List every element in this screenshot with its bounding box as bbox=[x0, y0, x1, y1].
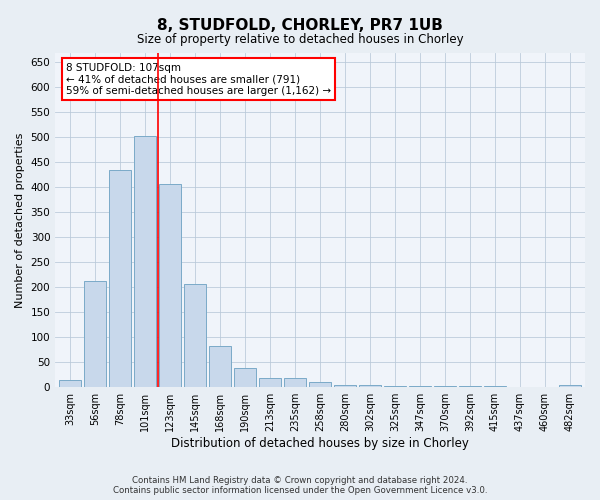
Bar bbox=[209, 346, 232, 387]
Text: 8, STUDFOLD, CHORLEY, PR7 1UB: 8, STUDFOLD, CHORLEY, PR7 1UB bbox=[157, 18, 443, 32]
Bar bbox=[284, 378, 307, 387]
Text: Size of property relative to detached houses in Chorley: Size of property relative to detached ho… bbox=[137, 32, 463, 46]
Bar bbox=[234, 368, 256, 387]
Bar bbox=[84, 282, 106, 387]
Y-axis label: Number of detached properties: Number of detached properties bbox=[15, 132, 25, 308]
Bar bbox=[359, 384, 382, 387]
Bar bbox=[109, 170, 131, 387]
Bar bbox=[384, 386, 406, 387]
Bar bbox=[559, 384, 581, 387]
X-axis label: Distribution of detached houses by size in Chorley: Distribution of detached houses by size … bbox=[171, 437, 469, 450]
Bar bbox=[59, 380, 82, 387]
Bar bbox=[434, 386, 456, 387]
Bar bbox=[459, 386, 481, 387]
Bar bbox=[409, 386, 431, 387]
Bar bbox=[134, 136, 157, 387]
Bar bbox=[334, 384, 356, 387]
Bar bbox=[184, 284, 206, 387]
Text: Contains HM Land Registry data © Crown copyright and database right 2024.
Contai: Contains HM Land Registry data © Crown c… bbox=[113, 476, 487, 495]
Bar bbox=[309, 382, 331, 387]
Bar bbox=[259, 378, 281, 387]
Text: 8 STUDFOLD: 107sqm
← 41% of detached houses are smaller (791)
59% of semi-detach: 8 STUDFOLD: 107sqm ← 41% of detached hou… bbox=[66, 62, 331, 96]
Bar bbox=[484, 386, 506, 387]
Bar bbox=[159, 184, 181, 387]
